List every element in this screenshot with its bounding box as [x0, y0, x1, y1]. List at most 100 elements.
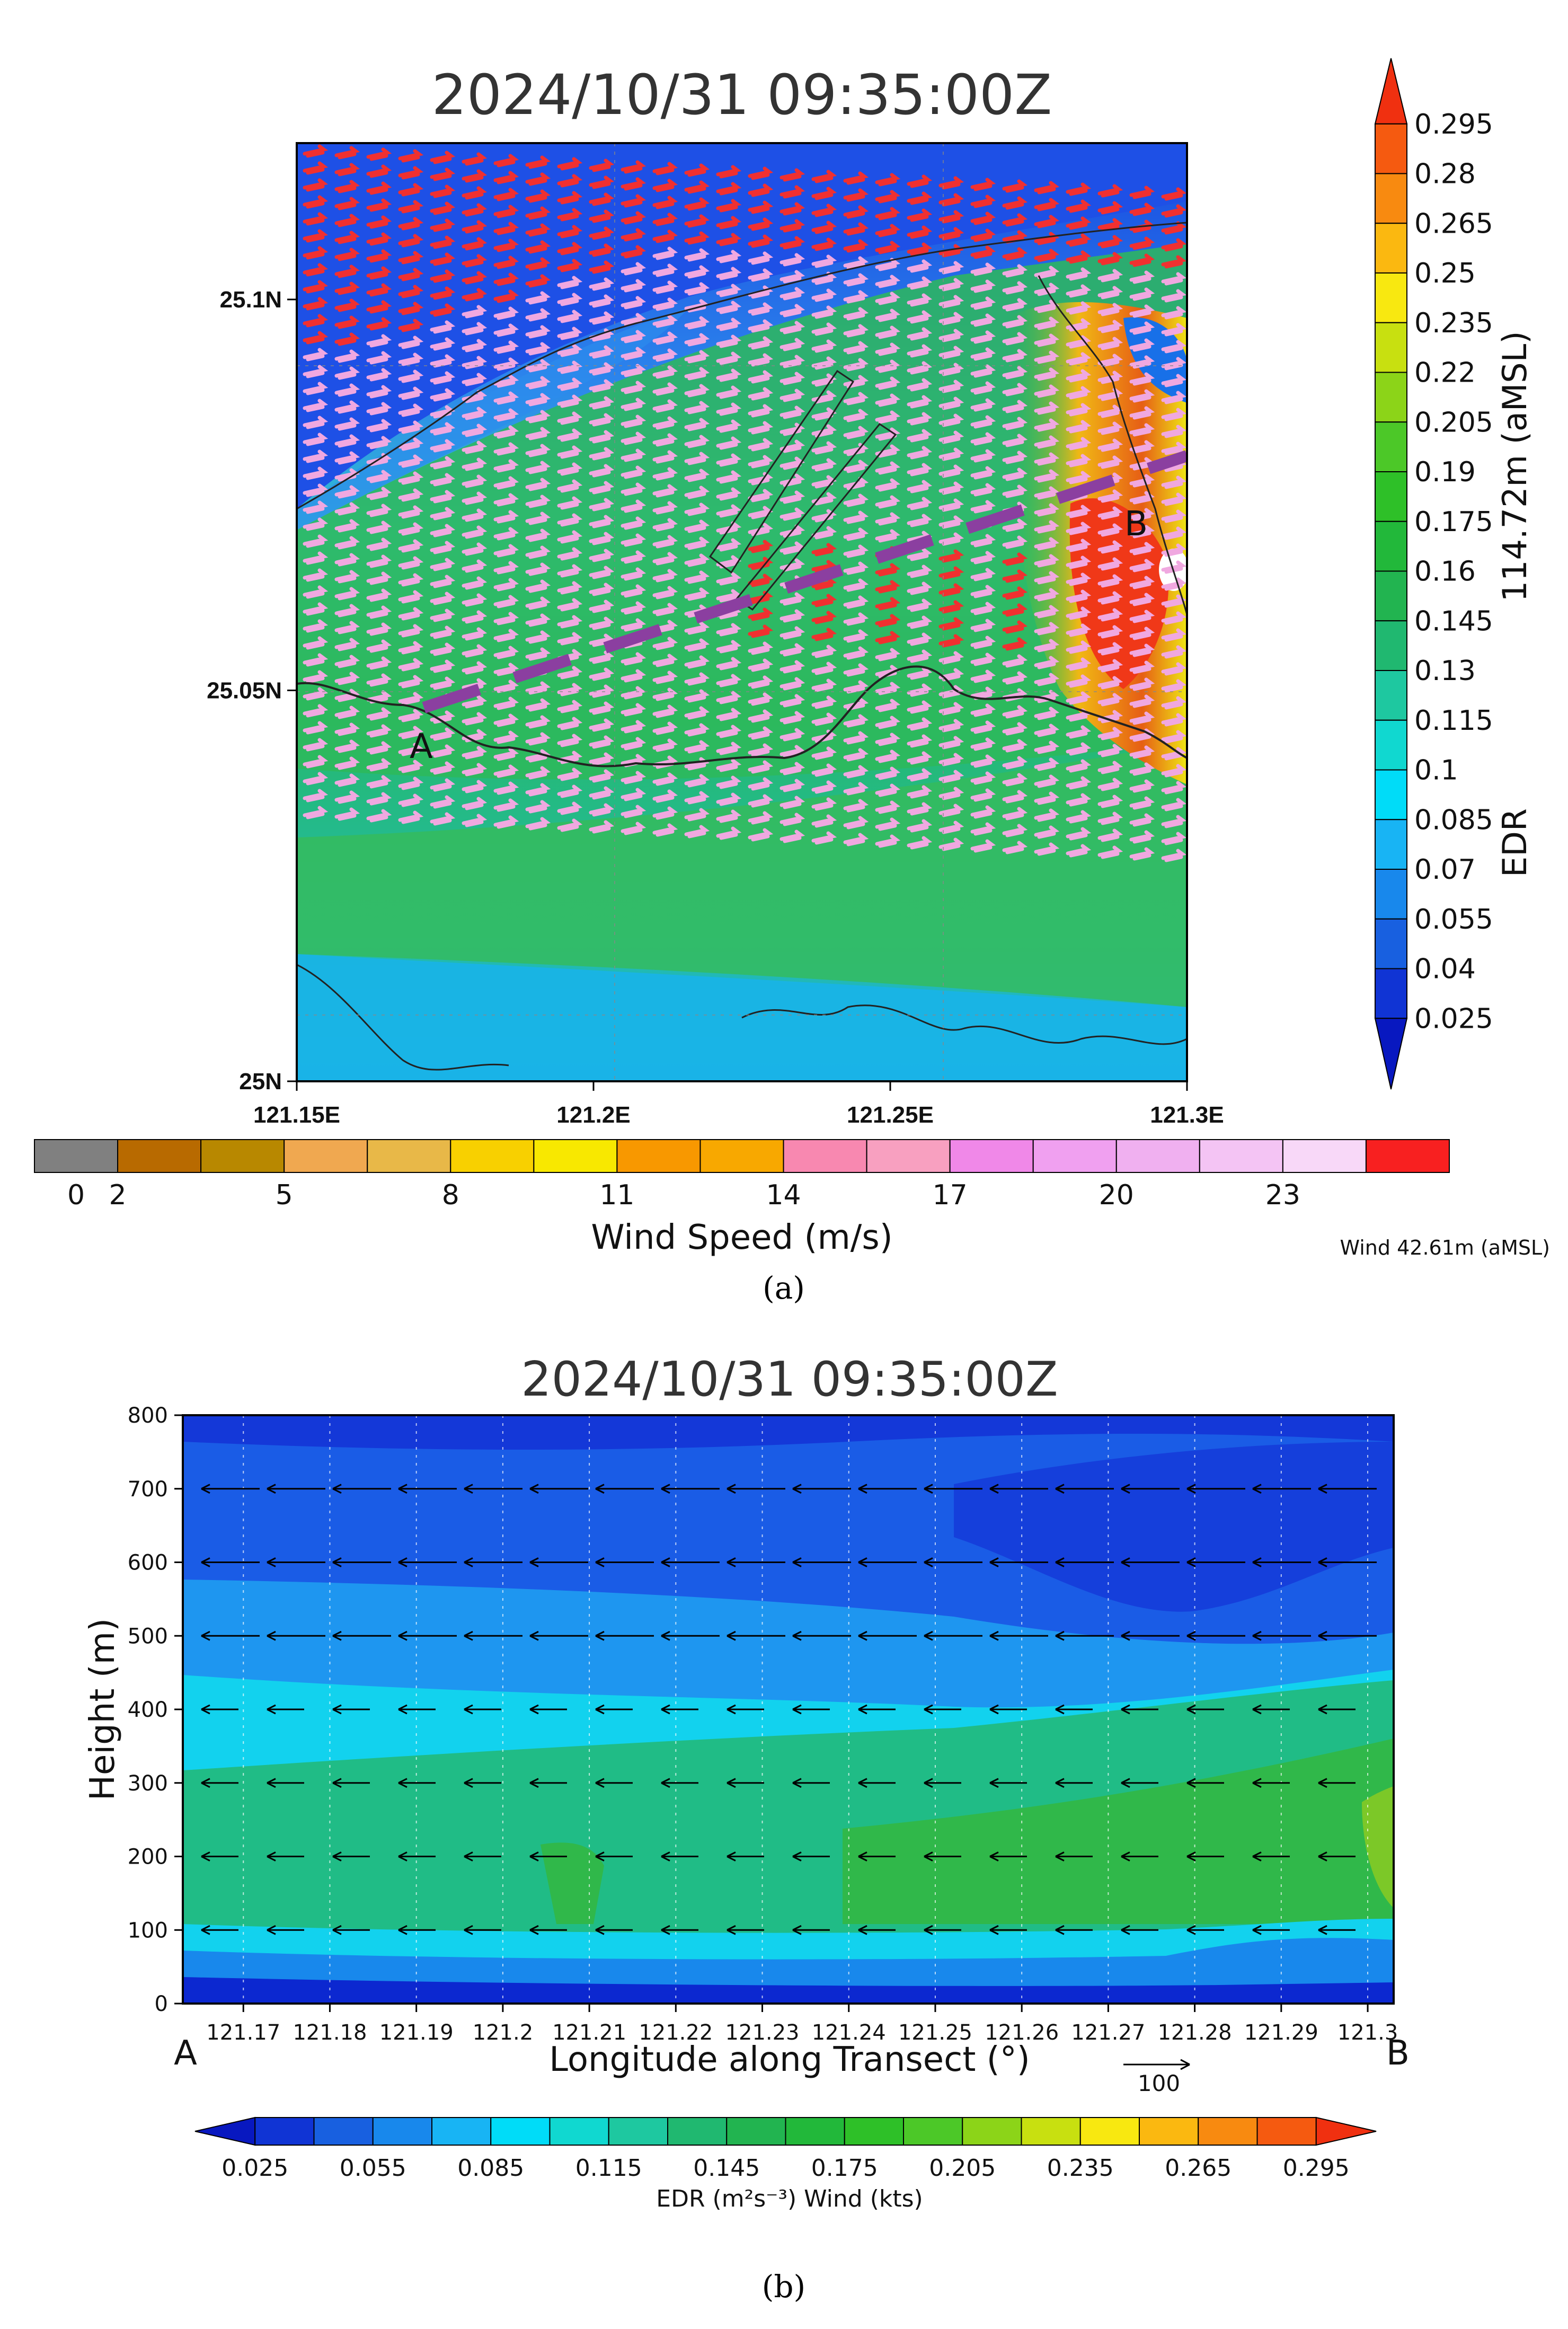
wind-barb — [684, 638, 710, 652]
wind-barb — [1129, 610, 1155, 623]
wind-barb — [1129, 593, 1155, 606]
wind-barb — [525, 359, 551, 373]
wind-barb — [748, 658, 774, 672]
wind-barb — [684, 740, 710, 754]
wind-barb — [1066, 301, 1092, 315]
wind-barb — [303, 229, 329, 243]
wind-barb — [430, 184, 456, 198]
transect-line — [422, 450, 1187, 713]
wind-barb — [493, 171, 519, 184]
wind-barb — [525, 630, 551, 644]
wind-barb — [430, 473, 456, 487]
wind-barb — [1161, 391, 1187, 404]
wind-barb — [589, 481, 615, 495]
wind-barb — [970, 669, 996, 683]
wind-barb — [875, 783, 901, 797]
wind-colorbar-cell — [783, 1139, 867, 1173]
wind-barb — [748, 166, 774, 180]
wind-barb — [1129, 406, 1155, 420]
wind-colorbar-cell — [1115, 1139, 1200, 1173]
colorbar-cell — [962, 2117, 1022, 2146]
wind-barb — [398, 183, 424, 197]
wind-barb — [1034, 316, 1060, 330]
wind-barb — [970, 279, 996, 293]
wind-barb — [557, 530, 583, 544]
wind-barb — [907, 293, 933, 307]
wind-barb — [652, 230, 678, 243]
wind-vector — [529, 1778, 567, 1788]
wind-colorbar-cell — [616, 1139, 701, 1173]
wind-barb — [1066, 589, 1092, 603]
wind-barb — [525, 596, 551, 610]
colorbar-cell — [903, 2117, 963, 2146]
wind-barb — [938, 702, 964, 716]
wind-barb — [1097, 642, 1123, 656]
wind-barb — [875, 258, 901, 271]
wind-barb — [334, 587, 360, 601]
wind-barb — [303, 806, 329, 819]
wind-barb — [493, 323, 519, 337]
wind-barb — [748, 421, 774, 435]
wind-barb — [557, 259, 583, 272]
wind-barb — [875, 648, 901, 661]
wind-barb — [398, 336, 424, 349]
wind-barb — [779, 456, 805, 470]
wind-barb — [1129, 813, 1155, 827]
wind-barb — [875, 495, 901, 509]
wind-barb — [811, 339, 837, 353]
wind-barb — [1097, 744, 1123, 757]
wind-vector — [661, 1925, 698, 1935]
wind-barb — [684, 350, 710, 364]
wind-barb — [493, 646, 519, 659]
wind-barb — [811, 407, 837, 421]
wind-barb — [366, 351, 392, 365]
wind-barb — [1066, 250, 1092, 264]
wind-barb — [1097, 201, 1123, 215]
wind-barb — [493, 340, 519, 354]
wind-barb — [462, 712, 488, 726]
wind-barb — [748, 404, 774, 418]
wind-barb — [1002, 756, 1028, 770]
wind-barb — [1161, 526, 1187, 540]
wind-barb — [1002, 264, 1028, 278]
wind-barb — [938, 464, 964, 478]
wind-barb — [716, 317, 742, 331]
wind-vector-head — [989, 1925, 999, 1935]
wind-barb — [430, 761, 456, 775]
wind-barb — [716, 775, 742, 789]
edr-colorbar-tick: 0.085 — [1414, 804, 1493, 836]
wind-vector-head — [267, 1484, 276, 1494]
wind-colorbar-tick: 14 — [766, 1179, 801, 1211]
wind-barb — [811, 746, 837, 760]
wind-barb — [1129, 711, 1155, 725]
panel-b-x-axis: 121.17 121.18 121.19 121.2 121.21 121.22 121.2… — [206, 2004, 1398, 2045]
wind-barb — [652, 416, 678, 430]
wind-barb — [621, 211, 646, 225]
wind-barb — [621, 720, 646, 734]
wind-barb — [1097, 557, 1123, 571]
wind-barb — [462, 627, 488, 641]
y-tick-label: 25.1N — [220, 287, 282, 313]
wind-barb — [1097, 184, 1123, 198]
wind-barb — [493, 798, 519, 812]
wind-barb — [430, 167, 456, 181]
wind-vector — [398, 1704, 436, 1715]
panel-a-frame — [296, 142, 1188, 1082]
wind-barb — [303, 755, 329, 769]
wind-barb — [525, 257, 551, 271]
wind-barb — [493, 629, 519, 642]
wind-vector — [989, 1778, 1027, 1788]
wind-vector — [332, 1778, 370, 1788]
wind-barb — [684, 655, 710, 669]
wind-barb — [716, 267, 742, 280]
wind-barb — [303, 551, 329, 565]
wind-colorbar-tick: 0 — [67, 1179, 85, 1211]
wind-barb — [398, 149, 424, 163]
wind-barb — [684, 757, 710, 771]
wind-barb — [621, 330, 646, 343]
wind-barb — [1161, 204, 1187, 218]
wind-barb — [621, 160, 646, 174]
wind-barb — [430, 541, 456, 554]
wind-barb — [430, 354, 456, 368]
